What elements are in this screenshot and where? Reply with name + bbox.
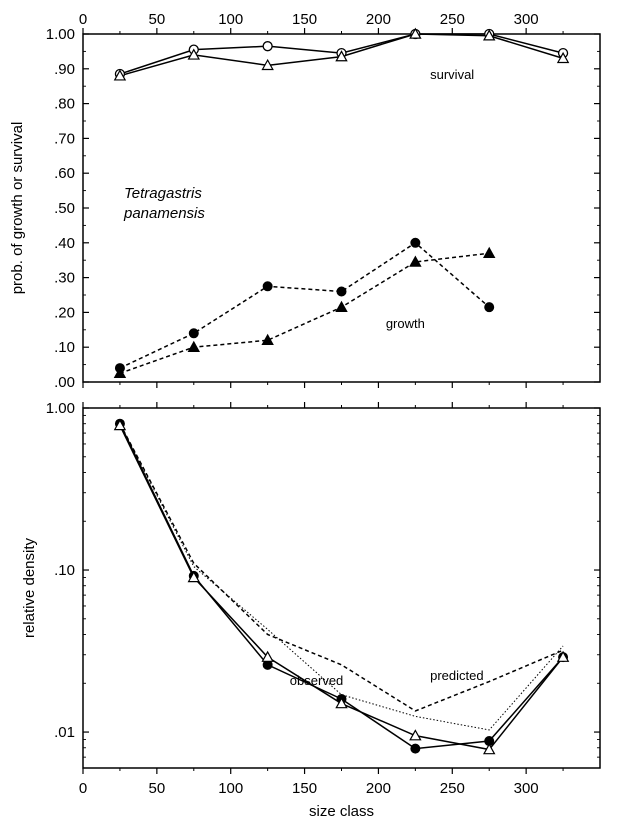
x-tick-label: 0 xyxy=(79,780,87,797)
x-tick-label: 250 xyxy=(440,11,465,28)
annotation-observed: observed xyxy=(290,673,343,688)
x-tick-label: 200 xyxy=(366,11,391,28)
y-tick-label: .50 xyxy=(54,200,75,217)
y-tick-label: .30 xyxy=(54,270,75,287)
y-tick-label: .01 xyxy=(54,724,75,741)
data-point-growth-2 xyxy=(263,282,272,291)
x-tick-label: 300 xyxy=(514,11,539,28)
x-tick-label: 50 xyxy=(149,11,166,28)
survival-growth-panel: 0 50 100 150 200 250 300 .00 .10 .20 .30 .40 .50 .60.… xyxy=(9,11,600,391)
data-point-growth-3 xyxy=(484,248,494,257)
x-tick-label: 150 xyxy=(292,780,317,797)
x-tick-label: 300 xyxy=(514,780,539,797)
data-point-growth-2 xyxy=(411,238,420,247)
data-point-survival-0 xyxy=(263,42,272,51)
species-label: Tetragastris xyxy=(124,185,202,202)
y-tick-label: .00 xyxy=(54,374,75,391)
y-tick-label: .70 xyxy=(54,130,75,147)
y-axis-label: relative density xyxy=(21,537,38,638)
y-tick-label: .10 xyxy=(54,339,75,356)
x-axis-label: size class xyxy=(309,803,374,820)
data-point-growth-3 xyxy=(189,342,199,351)
series-line-growth-3 xyxy=(120,253,489,373)
species-label: panamensis xyxy=(123,205,205,222)
data-point-growth-2 xyxy=(485,303,494,312)
y-axis-label: prob. of growth or survival xyxy=(9,122,26,295)
x-tick-label: 250 xyxy=(440,780,465,797)
x-tick-label: 100 xyxy=(218,780,243,797)
y-tick-label: .80 xyxy=(54,96,75,113)
x-tick-label: 100 xyxy=(218,11,243,28)
annotation-growth: growth xyxy=(386,316,425,331)
y-tick-label: .60 xyxy=(54,165,75,182)
y-tick-label: .20 xyxy=(54,304,75,321)
y-tick-label: .10 xyxy=(54,562,75,579)
data-point-growth-3 xyxy=(262,335,272,344)
series-line-predicted-2 xyxy=(120,424,563,711)
y-tick-label: 1.00 xyxy=(46,400,75,417)
x-tick-label: 150 xyxy=(292,11,317,28)
data-point-observed-1 xyxy=(410,730,420,739)
annotation-predicted: predicted xyxy=(430,668,483,683)
y-tick-label: 1.00 xyxy=(46,26,75,43)
plot-frame xyxy=(83,408,600,768)
data-point-growth-3 xyxy=(336,302,346,311)
series-line-growth-2 xyxy=(120,243,489,368)
y-tick-label: .90 xyxy=(54,61,75,78)
y-tick-label: .40 xyxy=(54,235,75,252)
x-tick-label: 200 xyxy=(366,780,391,797)
data-point-observed-0 xyxy=(411,744,420,753)
data-point-growth-2 xyxy=(189,329,198,338)
x-tick-label: 0 xyxy=(79,11,87,28)
data-point-growth-2 xyxy=(337,287,346,296)
annotation-survival: survival xyxy=(430,67,474,82)
relative-density-panel: 0 50 100 150 200 250 300 .01 .10 1.00 relative den… xyxy=(21,400,600,820)
x-tick-label: 50 xyxy=(149,780,166,797)
